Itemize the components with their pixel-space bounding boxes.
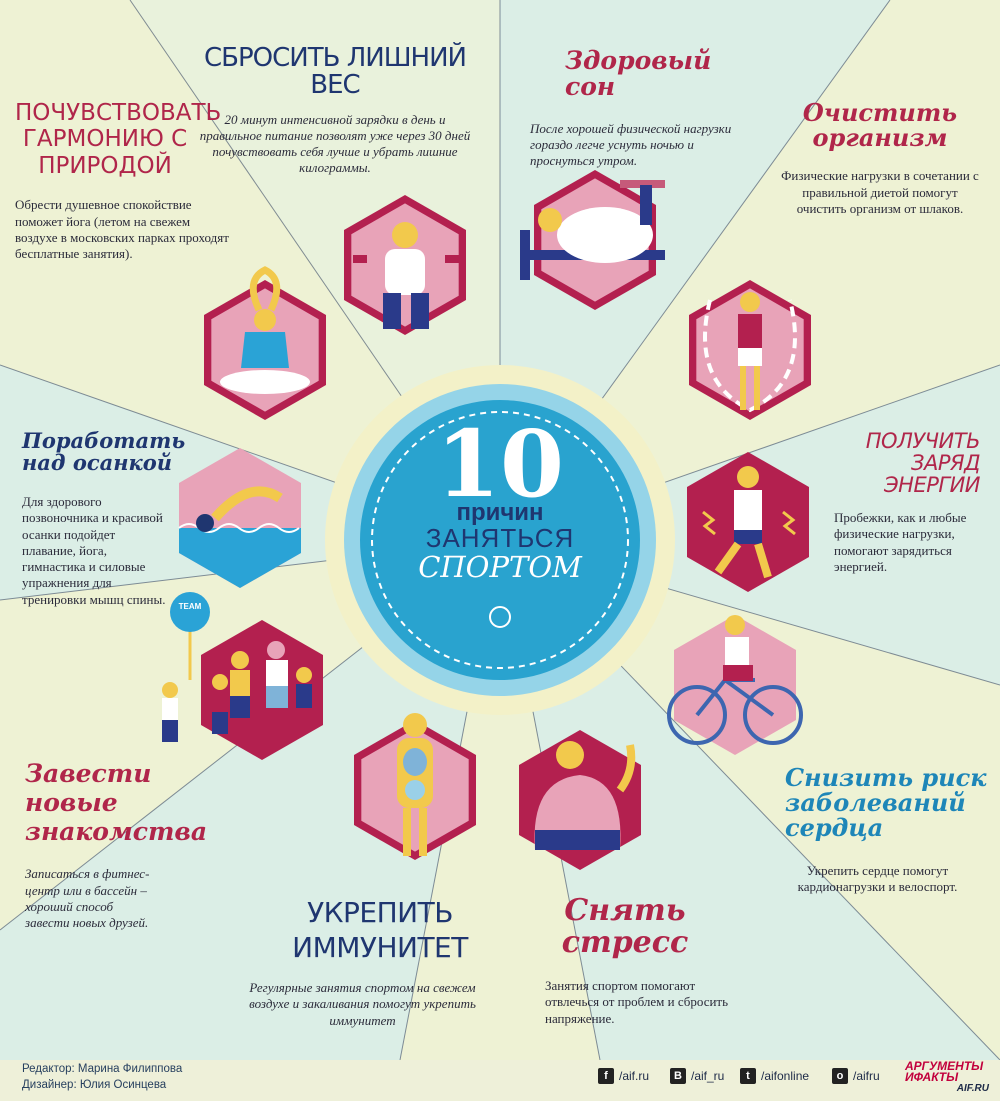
team-sign-label: TEAM: [178, 602, 202, 611]
reason-new-friends: Завести новые знакомства Записаться в фи…: [25, 759, 225, 931]
team-sign: [170, 592, 210, 632]
designer-credit: Дизайнер: Юлия Осинцева: [22, 1079, 167, 1091]
social-label: /aif.ru: [619, 1069, 650, 1083]
reason-title: Поработать над осанкой: [22, 428, 186, 476]
odnoklassniki-icon: о: [832, 1068, 848, 1084]
hex-energy: [687, 452, 809, 592]
team-kids: [162, 630, 228, 742]
social-odnoklassniki[interactable]: о /aifru: [832, 1068, 880, 1084]
logo-domain: AIF.RU: [956, 1083, 989, 1094]
facebook-icon: f: [598, 1068, 614, 1084]
hex-swim: [178, 448, 301, 588]
reason-text: Обрести душевное спокойствие поможет йог…: [15, 197, 229, 262]
center-line3: спортом: [418, 550, 582, 585]
social-facebook[interactable]: f /aif.ru: [598, 1068, 649, 1084]
logo-line2: ИФАКТЫ: [905, 1070, 959, 1084]
hex-stress: [519, 730, 641, 870]
reason-title: СБРОСИТЬ ЛИШНИЙ ВЕС: [204, 43, 467, 101]
reason-title: Снять стресс: [561, 893, 689, 960]
reason-text: Занятия спортом помогают отвлечься от пр…: [545, 978, 729, 1026]
reason-text: Пробежки, как и любые физические нагрузк…: [834, 510, 967, 574]
social-label: /aif_ru: [691, 1069, 725, 1083]
reason-text: Для здорового позвоночника и красивой ос…: [22, 494, 166, 607]
reason-title: ПОЛУЧИТЬ ЗАРЯД ЭНЕРГИИ: [865, 429, 981, 498]
ball-icon: [489, 606, 511, 628]
center-title: 10 причин заняться спортом: [400, 418, 600, 583]
editor-credit: Редактор: Марина Филиппова: [22, 1063, 183, 1075]
social-label: /aifonline: [761, 1069, 810, 1083]
center-line2: заняться: [425, 523, 575, 554]
reason-title: Здоровый сон: [565, 46, 712, 102]
reason-text: Укрепить сердце помогут кардионагрузки и…: [797, 862, 958, 894]
center-line1: причин: [456, 499, 544, 526]
reason-stress: Снять стресс Занятия спортом помогают от…: [545, 895, 775, 1027]
vk-icon: В: [670, 1068, 686, 1084]
hex-sleep: [520, 170, 665, 310]
reason-posture: Поработать над осанкой Для здорового поз…: [22, 428, 186, 608]
reason-title: ПОЧУВСТВОВАТЬ ГАРМОНИЮ С ПРИРОДОЙ: [15, 100, 222, 179]
reason-title: УКРЕПИТЬ ИММУНИТЕТ: [292, 896, 468, 964]
hex-immunity: [354, 713, 476, 860]
reason-text: Записаться в фитнес-центр или в бассейн …: [25, 866, 150, 930]
logo-line1: АРГУМЕНТЫ: [905, 1059, 984, 1073]
reason-text: Регулярные занятия спортом на свежем воз…: [249, 980, 476, 1028]
hex-weight: [344, 195, 466, 335]
social-twitter[interactable]: t /aifonline: [740, 1068, 809, 1084]
reason-cleanse: Очистить организм Физические нагрузки в …: [770, 100, 990, 217]
hex-team: [201, 620, 323, 760]
reason-energy: ПОЛУЧИТЬ ЗАРЯД ЭНЕРГИИ Пробежки, как и л…: [820, 429, 981, 575]
reason-title: Завести новые знакомства: [25, 759, 208, 846]
hex-cycling: [667, 615, 803, 755]
reason-heart: Снизить риск заболеваний сердца Укрепить…: [785, 765, 990, 895]
reason-lose-weight: СБРОСИТЬ ЛИШНИЙ ВЕС 20 минут интенсивной…: [180, 43, 490, 177]
aif-logo[interactable]: АРГУМЕНТЫ ИФАКТЫ AIF.RU: [905, 1059, 989, 1095]
reason-healthy-sleep: Здоровый сон После хорошей физической на…: [530, 46, 770, 169]
hex-yoga: [204, 266, 326, 420]
reason-title: Снизить риск заболеваний сердца: [785, 763, 987, 843]
reason-title: Очистить организм: [802, 98, 958, 153]
reason-harmony: ПОЧУВСТВОВАТЬ ГАРМОНИЮ С ПРИРОДОЙ Обрест…: [15, 100, 245, 262]
twitter-icon: t: [740, 1068, 756, 1084]
reason-text: 20 минут интенсивной зарядки в день и пр…: [199, 111, 471, 176]
reason-immunity: УКРЕПИТЬ ИММУНИТЕТ Регулярные занятия сп…: [225, 895, 500, 1029]
center-badge: [325, 365, 675, 715]
reason-text: После хорошей физической нагрузки горазд…: [530, 120, 732, 169]
hex-jumprope: [689, 280, 811, 420]
center-number: 10: [435, 410, 565, 518]
social-label: /aifru: [853, 1069, 880, 1083]
social-vk[interactable]: В /aif_ru: [670, 1068, 724, 1084]
reason-text: Физические нагрузки в сочетании с правил…: [781, 168, 979, 216]
